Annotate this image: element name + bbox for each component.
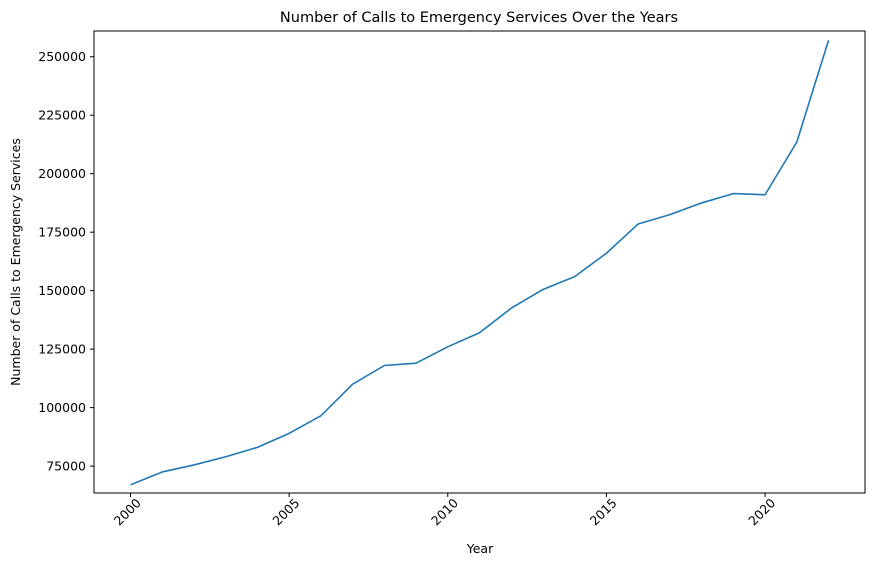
x-tick-label: 2010 [428, 495, 461, 528]
y-tick-label: 125000 [38, 342, 86, 357]
y-axis-label: Number of Calls to Emergency Services [8, 138, 23, 386]
y-tick-label: 75000 [46, 459, 86, 474]
axes-frame [93, 30, 866, 494]
y-tick-label: 175000 [38, 225, 86, 240]
y-tick-label: 100000 [38, 400, 86, 415]
plot-area [93, 30, 866, 494]
y-axis: 75000 100000 125000 150000 175000 200000 22500… [38, 49, 94, 474]
y-tick-label: 225000 [38, 108, 86, 123]
y-tick-label: 200000 [38, 166, 86, 181]
chart-title: Number of Calls to Emergency Services Ov… [280, 10, 678, 26]
x-tick-label: 2005 [269, 495, 302, 528]
x-axis: 2000 2005 2010 2015 2020 [111, 493, 778, 528]
x-tick-label: 2015 [587, 495, 620, 528]
y-tick-label: 250000 [38, 49, 86, 64]
x-tick-label: 2000 [111, 495, 144, 528]
x-tick-label: 2020 [745, 495, 778, 528]
series-line [130, 40, 830, 486]
x-axis-label: Year [466, 541, 494, 556]
y-tick-label: 150000 [38, 283, 86, 298]
